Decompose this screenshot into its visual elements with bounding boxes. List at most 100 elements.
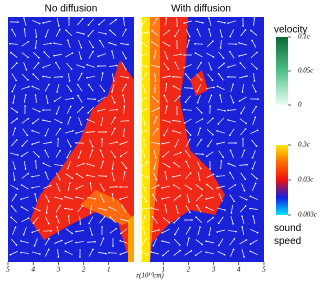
flow-arrow <box>250 52 258 58</box>
flow-arrow <box>55 29 61 37</box>
flow-arrow <box>12 128 16 136</box>
flow-arrow-head <box>108 206 111 209</box>
flow-arrow-head <box>172 85 175 87</box>
flow-arrow <box>151 207 159 211</box>
flow-arrow <box>150 141 160 145</box>
flow-arrow <box>87 163 95 167</box>
flow-arrow-head <box>156 128 159 130</box>
flow-arrow-head <box>87 35 90 37</box>
flow-arrow-head <box>111 91 113 93</box>
flow-arrow <box>11 29 17 37</box>
flow-arrow <box>35 160 37 170</box>
flow-arrow <box>251 106 257 114</box>
flow-arrow-head <box>37 62 40 64</box>
flow-arrow <box>228 163 236 167</box>
flow-arrow-head <box>11 28 13 31</box>
flow-arrow-head <box>167 68 170 70</box>
flow-arrow-head <box>223 253 226 256</box>
flow-arrow <box>11 73 17 81</box>
flow-arrow-head <box>191 219 193 221</box>
flow-arrow <box>120 251 128 255</box>
flow-arrow <box>196 84 202 92</box>
flow-arrow <box>87 106 95 114</box>
flow-arrow <box>252 161 256 169</box>
flow-arrow <box>34 238 38 246</box>
flow-arrow-head <box>244 128 247 130</box>
flow-arrow <box>110 117 116 125</box>
flow-arrow-head <box>222 57 225 59</box>
flow-arrow-head <box>9 253 12 256</box>
flow-arrow-head <box>53 54 55 57</box>
flow-arrow <box>217 20 225 24</box>
colorbar-title: sound speed <box>274 223 302 247</box>
flow-arrow-head <box>168 45 171 47</box>
flow-arrow <box>228 20 236 24</box>
flow-arrow-head <box>17 21 19 23</box>
flow-arrow-head <box>205 155 208 158</box>
flow-arrow <box>68 72 70 82</box>
flow-arrow <box>78 117 82 125</box>
flow-arrow <box>97 175 107 177</box>
flow-arrow-head <box>75 187 78 190</box>
flow-arrow <box>111 73 115 81</box>
flow-arrow <box>205 87 215 89</box>
flow-arrow-head <box>154 91 156 93</box>
flow-arrow <box>65 30 73 36</box>
flow-arrow-head <box>158 66 160 68</box>
flow-arrow-head <box>125 83 127 86</box>
flow-arrow <box>196 205 202 213</box>
flow-arrow-head <box>88 222 90 225</box>
flow-arrow-head <box>55 61 57 64</box>
flow-arrow-head <box>10 205 13 207</box>
flow-arrow-head <box>79 223 82 225</box>
flow-arrow-head <box>151 29 153 32</box>
flow-arrow-head <box>216 175 218 178</box>
flow-arrow-head <box>16 117 18 120</box>
flow-arrow <box>66 139 72 147</box>
flow-arrow <box>164 51 168 59</box>
flow-arrow-head <box>213 86 215 89</box>
flow-arrow-head <box>127 43 129 46</box>
flow-arrow <box>250 196 258 200</box>
flow-arrow-head <box>71 52 74 54</box>
flow-arrow-head <box>86 174 88 177</box>
flow-arrow <box>217 185 225 189</box>
flow-arrow <box>121 84 127 92</box>
flow-arrow <box>120 141 128 145</box>
flow-arrow-head <box>173 221 175 224</box>
flow-arrow <box>33 216 39 224</box>
flow-arrow-head <box>86 63 89 66</box>
flow-arrow-head <box>64 242 67 245</box>
flow-arrow <box>75 230 85 232</box>
flow-arrow <box>219 194 223 202</box>
flow-arrow <box>184 184 192 190</box>
flow-arrow <box>207 73 213 81</box>
flow-arrow-head <box>211 79 214 81</box>
flow-arrow <box>162 229 170 233</box>
flow-arrow-head <box>109 29 111 32</box>
flow-arrow-head <box>113 101 116 104</box>
flow-arrow-head <box>27 172 30 175</box>
x-tick-label: 1 <box>107 266 111 274</box>
flow-arrow <box>173 250 181 256</box>
flow-arrow <box>100 238 104 246</box>
flow-arrow-head <box>172 129 174 132</box>
flow-arrow-head <box>56 226 59 228</box>
flow-arrow <box>206 240 214 244</box>
flow-arrow <box>45 128 49 136</box>
flow-arrow <box>185 128 191 136</box>
flow-arrow-head <box>59 149 61 152</box>
flow-arrow <box>66 106 72 114</box>
flow-arrow-head <box>166 105 168 107</box>
flow-arrow <box>66 62 72 70</box>
flow-arrow <box>195 194 203 202</box>
flow-arrow <box>218 73 224 81</box>
flow-arrow <box>67 161 71 169</box>
flow-arrow-head <box>34 94 37 96</box>
flow-arrow-head <box>27 56 30 59</box>
flow-arrow-head <box>125 68 127 71</box>
flow-arrow <box>121 29 127 37</box>
flow-arrow-head <box>86 162 89 165</box>
flow-arrow-head <box>23 28 26 30</box>
flow-arrow <box>240 62 246 70</box>
